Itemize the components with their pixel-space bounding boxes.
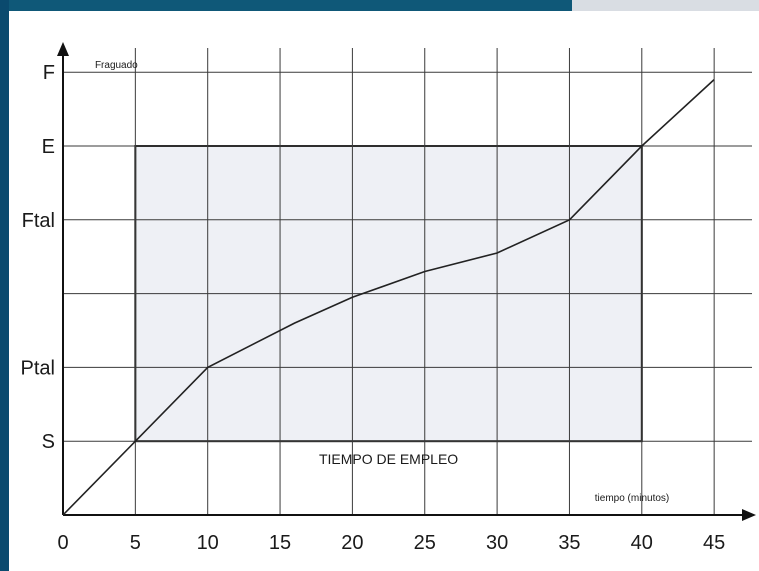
region-label: TIEMPO DE EMPLEO xyxy=(319,451,458,467)
x-tick-label: 45 xyxy=(703,532,725,554)
y-tick-label: Ftal xyxy=(22,210,55,232)
y-tick-label: F xyxy=(43,62,55,84)
y-tick-label: Ptal xyxy=(21,357,55,379)
x-tick-label: 35 xyxy=(558,532,580,554)
annotation-label: Fraguado xyxy=(95,60,138,71)
x-tick-label: 20 xyxy=(341,532,363,554)
x-tick-label: 25 xyxy=(414,532,436,554)
x-axis-title: tiempo (minutos) xyxy=(595,493,669,504)
frame-left-bar xyxy=(0,0,9,571)
x-tick-label: 5 xyxy=(130,532,141,554)
x-tick-label: 30 xyxy=(486,532,508,554)
x-tick-label: 15 xyxy=(269,532,291,554)
frame-top-right xyxy=(572,0,759,11)
x-tick-label: 0 xyxy=(57,532,68,554)
x-axis-arrow xyxy=(742,509,756,521)
x-tick-label: 40 xyxy=(631,532,653,554)
y-tick-label: E xyxy=(42,136,55,158)
y-axis-arrow xyxy=(57,42,69,56)
series-line xyxy=(62,79,715,516)
y-tick-label: S xyxy=(42,431,55,453)
x-tick-label: 10 xyxy=(197,532,219,554)
frame-top-bar xyxy=(0,0,759,11)
